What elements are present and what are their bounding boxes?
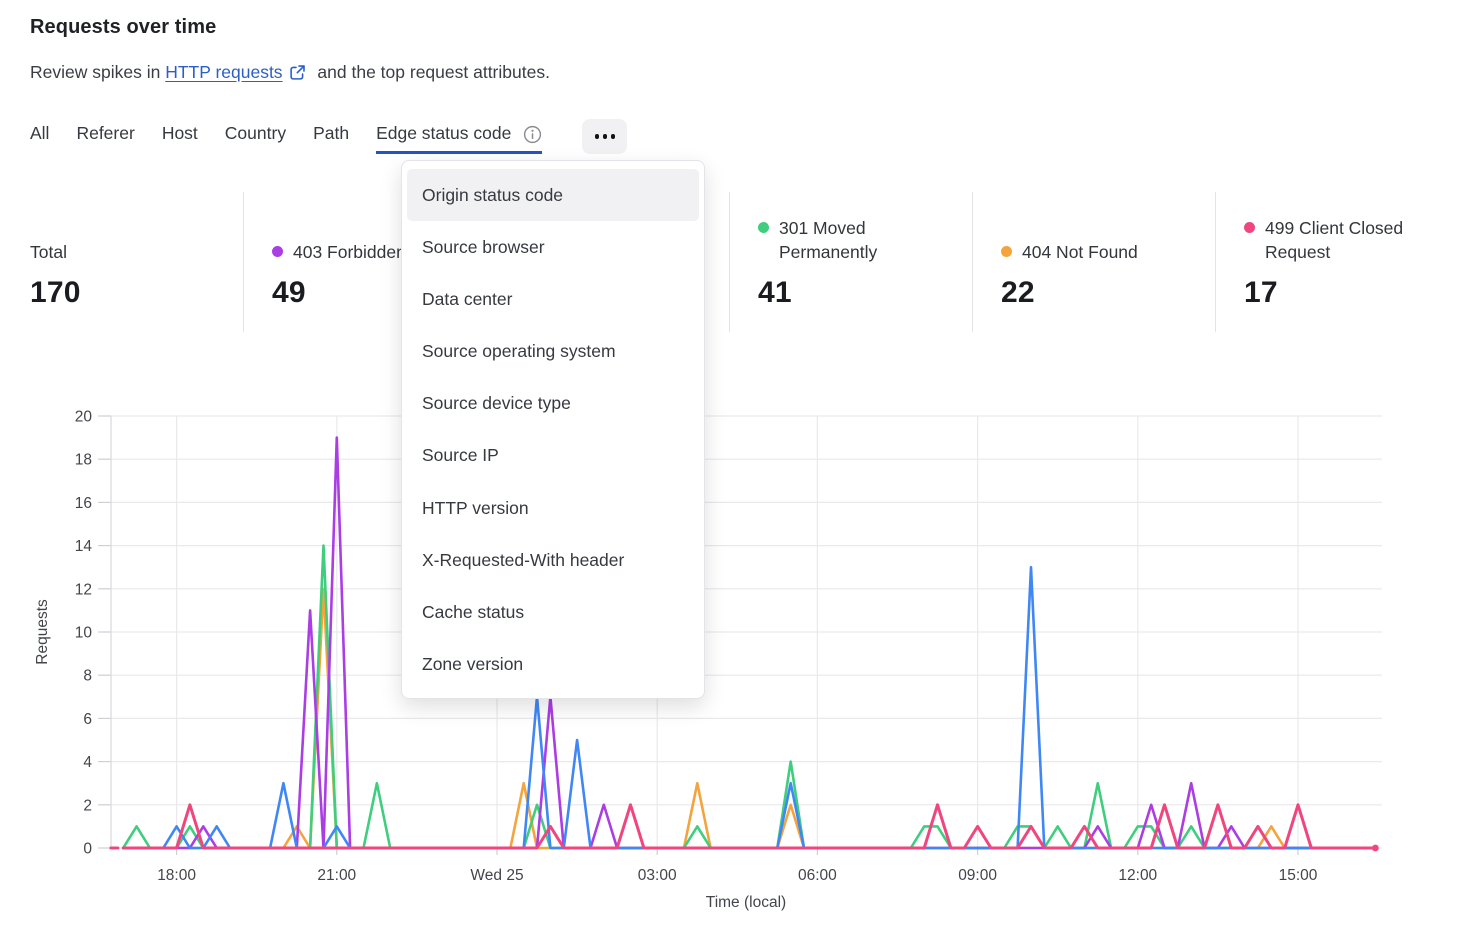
stat-301-moved-permanently: 301 Moved Permanently 41 [729,192,972,332]
stat-value: 170 [30,276,81,309]
ellipsis-icon [610,134,616,139]
tab-edge-status-code[interactable]: Edge status code [376,119,543,154]
page-title: Requests over time [30,16,217,38]
svg-text:Time (local): Time (local) [706,894,786,911]
menu-item-source-device-type[interactable]: Source device type [422,393,571,414]
series-301-moved-permanently [121,544,1377,850]
svg-text:8: 8 [83,668,92,685]
tab-label: Host [161,123,198,143]
svg-text:Requests: Requests [34,599,51,665]
svg-text:18:00: 18:00 [157,867,196,884]
menu-item-http-version[interactable]: HTTP version [422,497,529,518]
menu-item-source-ip[interactable]: Source IP [422,445,499,466]
legend-dot [1001,246,1012,257]
ellipsis-icon [594,134,600,139]
menu-item-zone-version[interactable]: Zone version [422,653,524,674]
svg-text:14: 14 [75,538,93,555]
stat-label: 301 Moved Permanently [758,216,964,264]
svg-text:12: 12 [75,581,92,598]
stat-total: Total 170 [0,192,243,332]
menu-item-cache-status[interactable]: Cache status [422,601,525,622]
svg-text:21:00: 21:00 [317,867,356,884]
subtitle-text: Review spikes in [30,62,166,82]
svg-text:15:00: 15:00 [1279,867,1318,884]
subtitle-text-2: and the top request attributes. [312,62,550,82]
tab-path[interactable]: Path [313,119,349,154]
stat-label-text: 301 Moved Permanently [779,218,878,262]
stat-label: Total [30,240,235,264]
stat-label-text: 499 Client Closed Request [1265,218,1404,262]
svg-text:0: 0 [83,841,92,858]
stat-label-text: 403 Forbidden [293,242,406,262]
menu-item-data-center[interactable]: Data center [422,289,513,310]
tab-label: Country [224,123,287,143]
svg-text:20: 20 [75,409,93,426]
menu-item-origin-status-code[interactable]: Origin status code [407,169,699,222]
tabs: All Referer Host Country Path Edge status cod… [30,119,628,154]
stat-label: 403 Forbidden [272,240,478,264]
svg-text:18: 18 [75,452,92,469]
stat-value: 17 [1244,276,1278,309]
stats-row: Total 170 403 Forbidden 49 301 Moved Permane… [0,192,1458,332]
tab-label: All [30,123,50,143]
svg-text:Wed 25: Wed 25 [470,867,523,884]
series-499-client-closed-request-end-dot [1372,844,1379,852]
svg-text:4: 4 [83,754,92,771]
stat-value: 41 [758,276,792,309]
stat-label: 404 Not Found [1001,240,1207,264]
tab-referer[interactable]: Referer [76,119,134,154]
stat-404-not-found: 404 Not Found 22 [972,192,1215,332]
legend-dot [758,222,769,233]
http-requests-link[interactable]: HTTP requests [165,62,283,82]
stat-value: 22 [1001,276,1035,309]
svg-text:16: 16 [75,495,92,512]
info-icon[interactable] [523,125,542,144]
tab-label: Referer [76,123,135,143]
legend-dot [1244,222,1255,233]
svg-text:6: 6 [83,711,92,728]
ellipsis-icon [602,134,608,139]
stat-499-client-closed-request: 499 Client Closed Request 17 [1215,192,1458,332]
tab-label: Path [313,123,350,143]
svg-text:10: 10 [75,625,93,642]
svg-text:03:00: 03:00 [638,867,677,884]
series-499-client-closed-request [121,803,1377,850]
menu-item-source-browser[interactable]: Source browser [422,237,545,258]
stat-label-text: Total [30,242,67,262]
stat-label-text: 404 Not Found [1022,242,1138,262]
stat-label: 499 Client Closed Request [1244,216,1450,264]
svg-text:09:00: 09:00 [958,867,997,884]
external-link-icon [289,64,306,81]
attribute-dropdown-menu: Origin status code Source browser Data cen… [401,160,705,699]
tab-label: Edge status code [376,123,512,143]
svg-text:2: 2 [83,797,92,814]
tab-host[interactable]: Host [162,119,198,154]
legend-dot [272,246,283,257]
requests-chart: 0 2 4 6 8 10 12 14 16 18 20 18:00 21:00 Wed 25 03:00 06… [34,409,1382,911]
svg-text:12:00: 12:00 [1118,867,1157,884]
svg-text:06:00: 06:00 [798,867,837,884]
tab-country[interactable]: Country [225,119,286,154]
stat-403-forbidden: 403 Forbidden 49 [243,192,486,332]
menu-item-source-operating-system[interactable]: Source operating system [422,341,616,362]
series-403-forbidden [121,436,1377,850]
tabs-overflow-button[interactable] [582,119,628,154]
menu-item-x-requested-with-header[interactable]: X-Requested-With header [422,549,625,570]
page-subtitle: Review spikes in HTTP requests and the t… [30,62,550,83]
tab-all[interactable]: All [30,119,49,154]
stat-value: 49 [272,276,306,309]
